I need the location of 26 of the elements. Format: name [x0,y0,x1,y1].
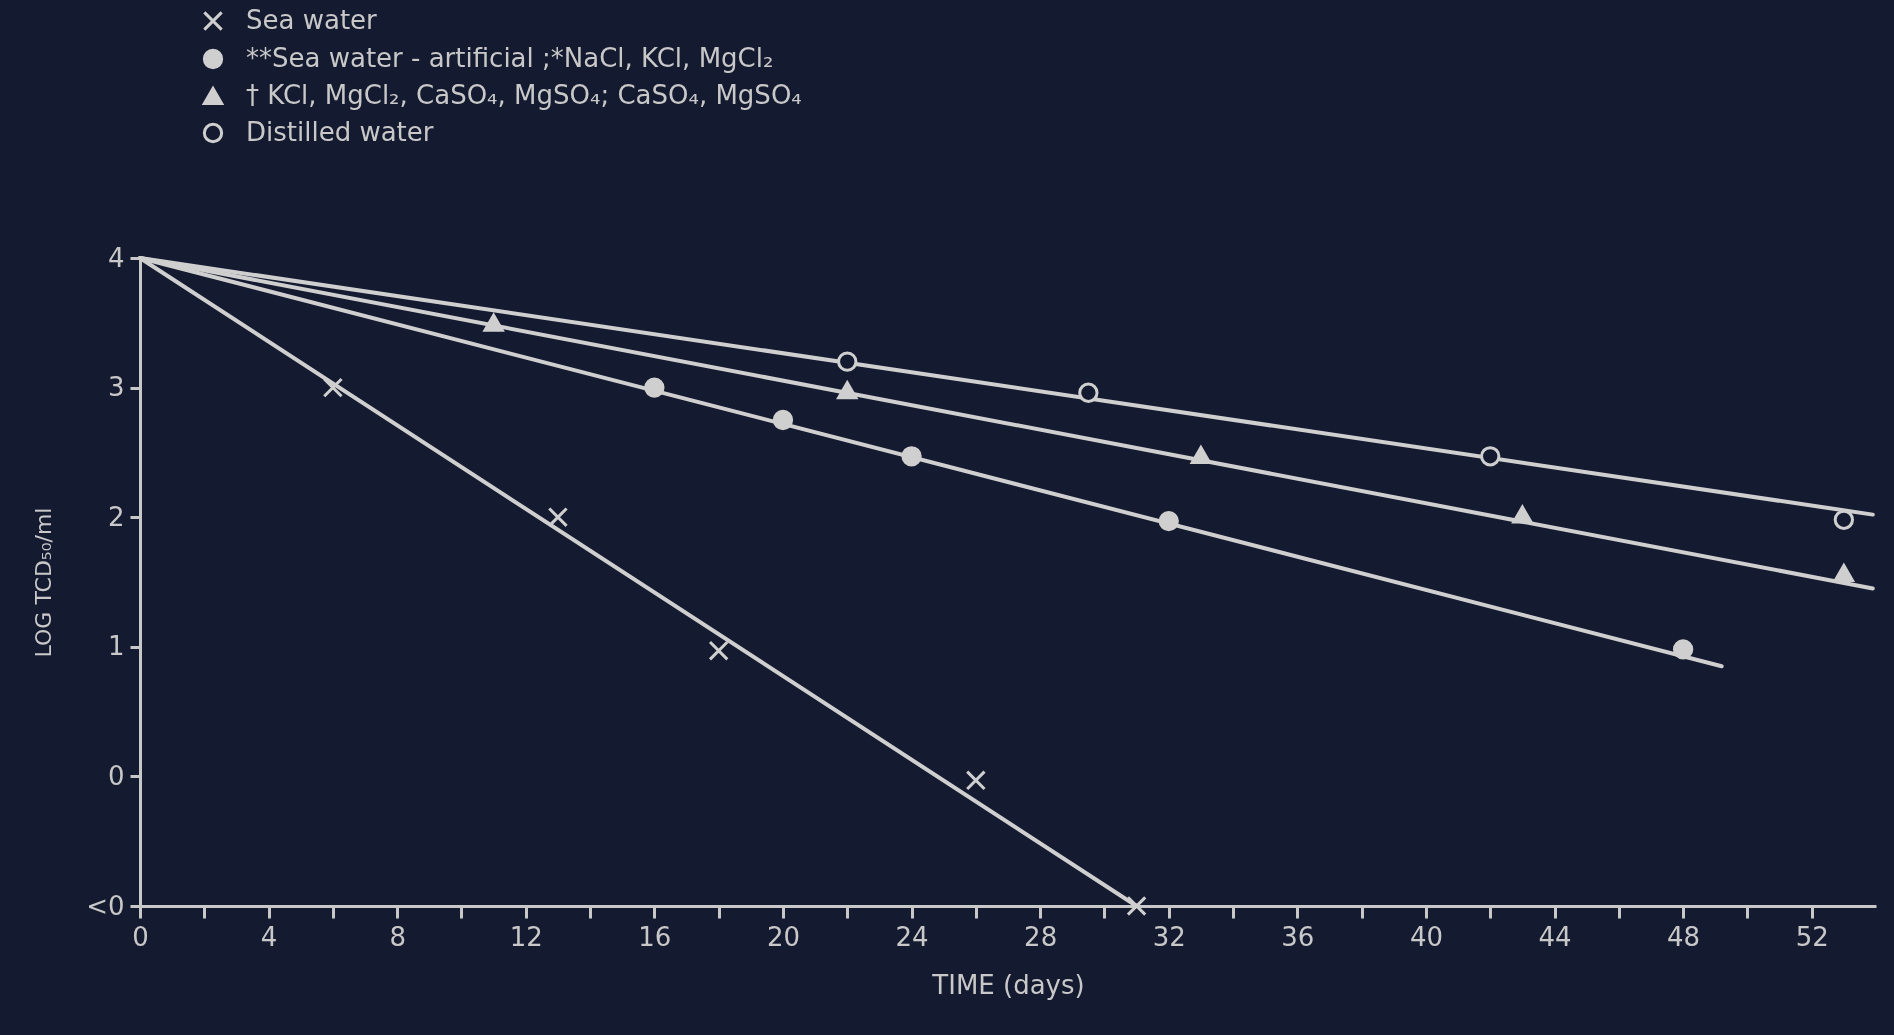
x-tick-label: 0 [132,921,149,952]
legend-label: **Sea water - artificial ;*NaCl, KCl, MgCl₂ [246,43,774,73]
x-tick-label: 28 [1024,921,1058,952]
legend-label: Sea water [246,5,378,35]
x-tick-label: 48 [1667,921,1701,952]
x-tick-label: 16 [638,921,672,952]
legend-label: Distilled water [246,117,434,147]
x-tick-label: 24 [895,921,929,952]
x-axis-title: TIME (days) [931,969,1085,1000]
x-tick-label: 40 [1409,921,1443,952]
x-tick-label: 32 [1152,921,1186,952]
x-tick-label: 52 [1795,921,1829,952]
x-tick-label: 12 [509,921,543,952]
legend-label: † KCl, MgCl₂, CaSO₄, MgSO₄; CaSO₄, MgSO₄ [246,80,802,110]
y-tick-label: 3 [107,372,125,403]
y-axis-title: LOG TCD₅₀/ml [31,507,57,658]
y-tick-label: 2 [107,501,125,532]
x-tick-label: 4 [260,921,278,952]
x-tick-label: 20 [766,921,801,952]
y-tick-label: 4 [107,242,125,273]
y-tick-label: <0 [86,890,125,921]
x-tick-label: 36 [1281,921,1315,952]
x-tick-label: 8 [389,921,406,952]
y-tick-label: 1 [107,631,125,662]
x-tick-label: 44 [1538,921,1572,952]
y-tick-label: 0 [107,760,125,791]
